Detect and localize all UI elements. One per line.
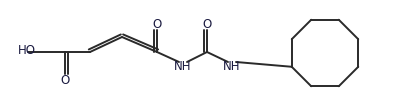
Text: O: O: [61, 73, 70, 86]
Text: NH: NH: [174, 61, 192, 73]
Text: O: O: [152, 17, 162, 31]
Text: HO: HO: [18, 45, 36, 57]
Text: O: O: [202, 17, 211, 31]
Text: NH: NH: [223, 61, 241, 73]
